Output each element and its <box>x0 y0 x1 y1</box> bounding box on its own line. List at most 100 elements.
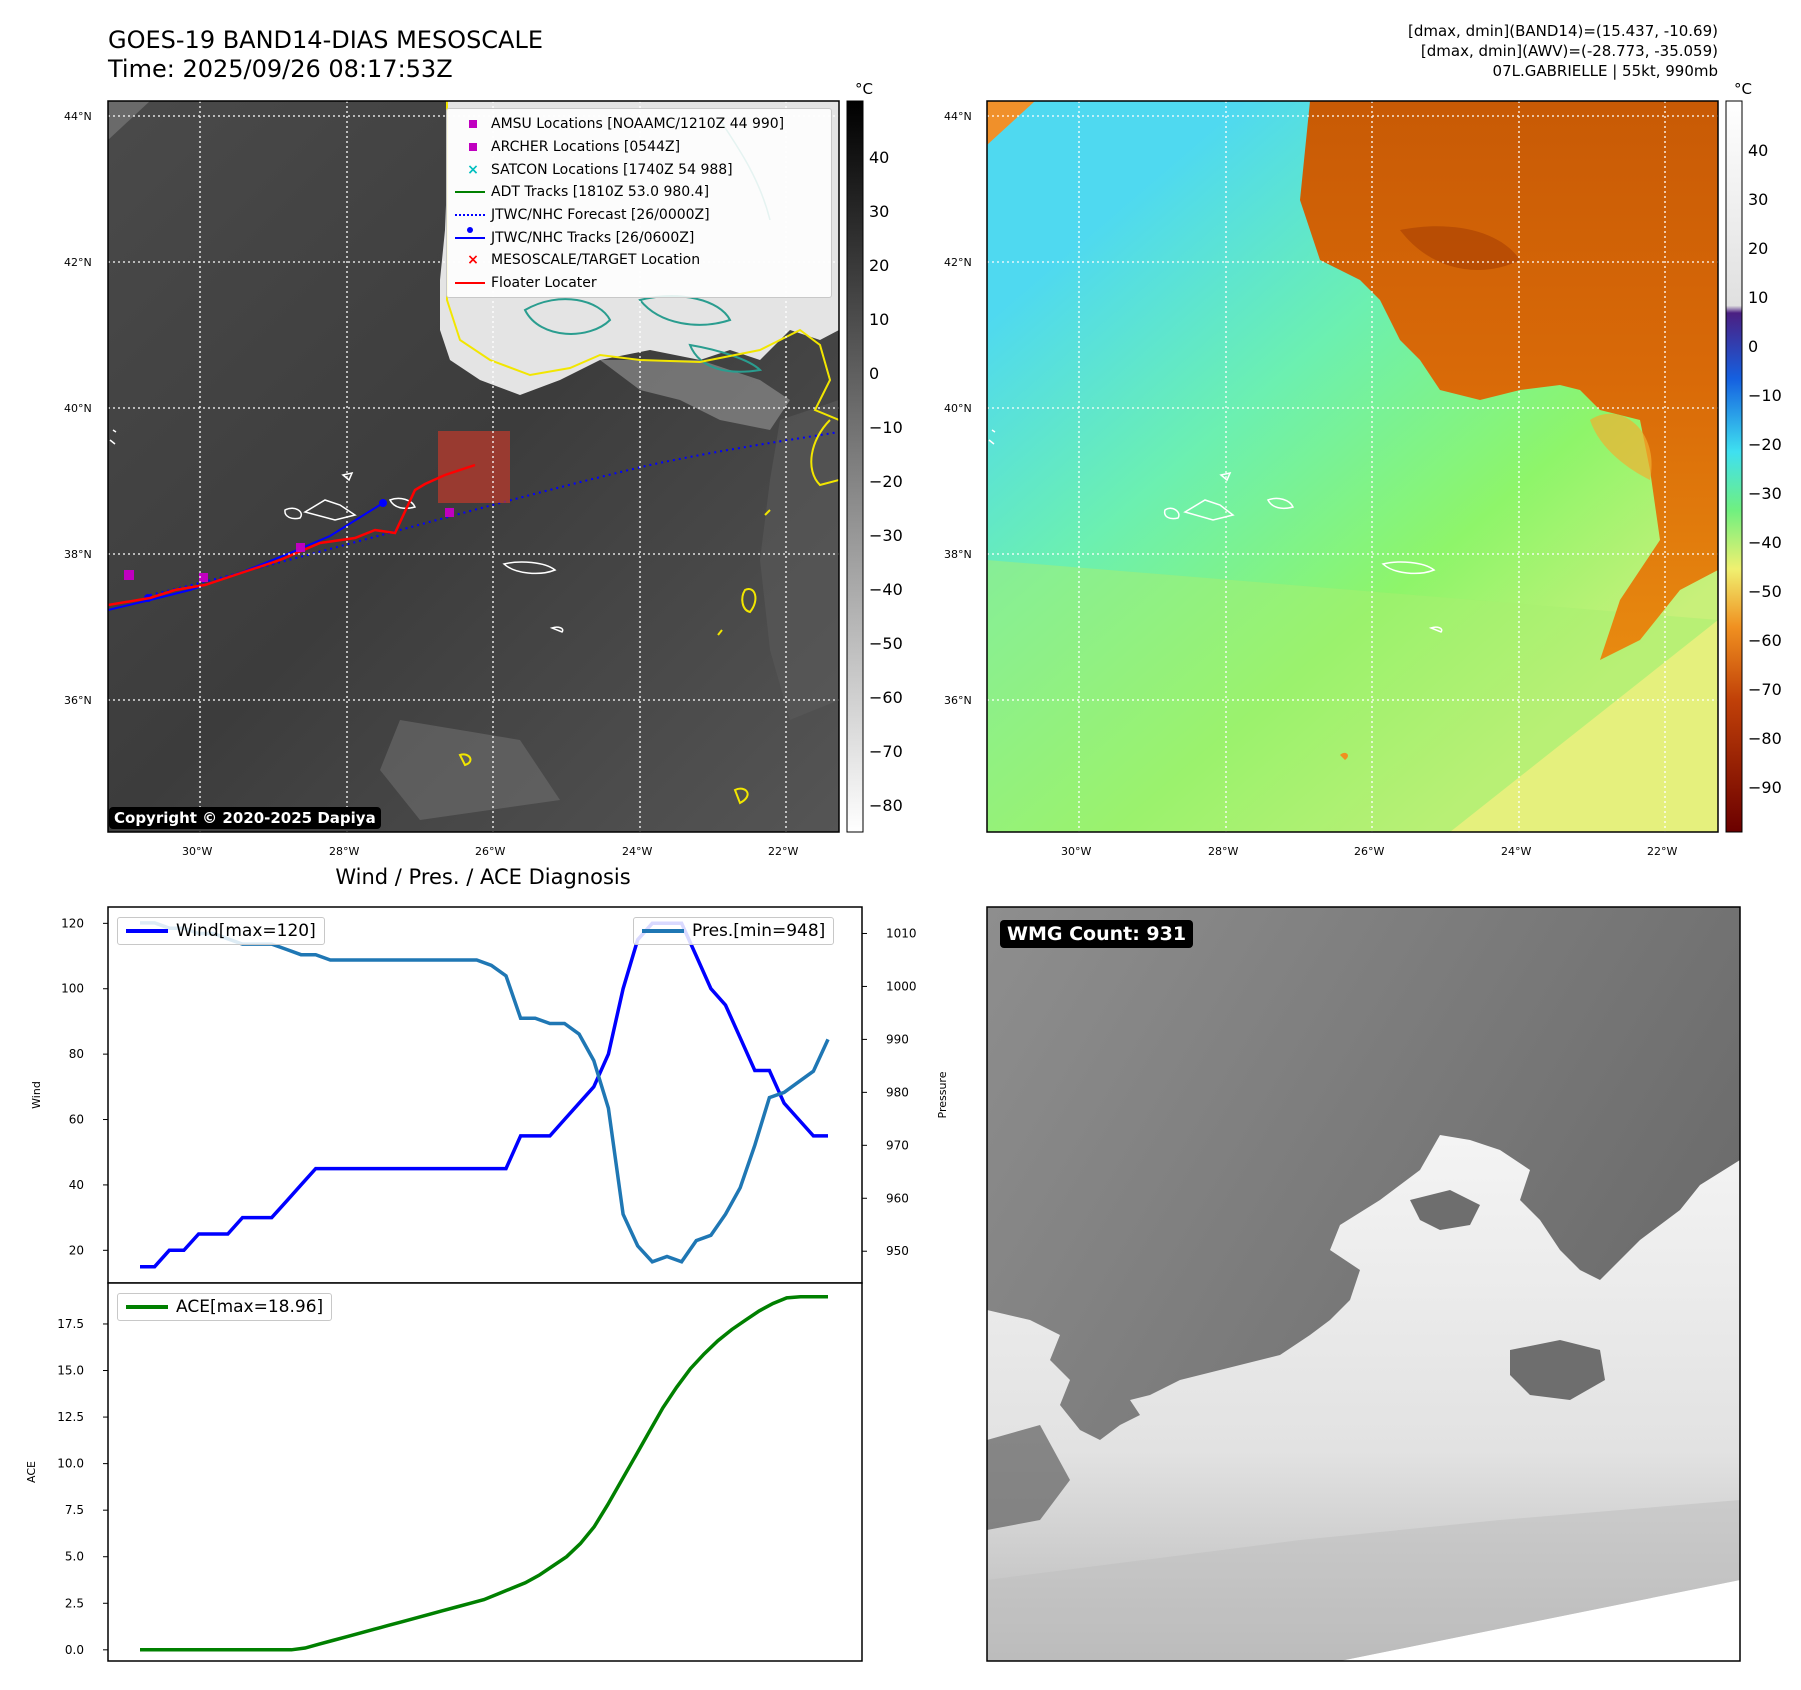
amsu-marker <box>124 570 134 580</box>
ir-legend: AMSU Locations [NOAAMC/1210Z 44 990] ARC… <box>446 108 832 298</box>
ace-legend-swatch <box>126 1305 168 1309</box>
ir-colorbar-tick: 10 <box>869 310 890 329</box>
wv-lon-label: 26°W <box>1354 845 1385 858</box>
wv-colorbar-tick: −10 <box>1748 386 1782 405</box>
ace-ylabel: ACE <box>25 1461 38 1483</box>
ir-lat-label: 42°N <box>64 256 92 269</box>
wv-colorbar-tick: 20 <box>1748 239 1769 258</box>
wind-tick-label: 100 <box>61 982 84 996</box>
wv-image <box>987 101 1718 832</box>
wv-colorbar-tick: 30 <box>1748 190 1769 209</box>
archer-marker <box>296 543 305 552</box>
wind-tick-label: 60 <box>69 1113 84 1127</box>
pressure-legend-label: Pres.[min=948] <box>692 921 826 941</box>
diagnosis-charts: 20 40 60 80 100 120 950 960 970 980 990 1000 1010 0.… <box>25 906 949 1662</box>
info-awv: [dmax, dmin](AWV)=(-28.773, -35.059) <box>1420 42 1718 60</box>
ir-lon-label: 28°W <box>329 845 360 858</box>
legend-mesoscale: × MESOSCALE/TARGET Location <box>467 252 701 269</box>
legend-entries: AMSU Locations [NOAAMC/1210Z 44 990] ARC… <box>455 113 784 295</box>
wind-series-line <box>140 921 828 1269</box>
ir-colorbar-tick: −50 <box>869 634 903 653</box>
wv-panel <box>986 100 1743 833</box>
wv-colorbar-tick: −60 <box>1748 631 1782 650</box>
wv-colorbar-tick: 10 <box>1748 288 1769 307</box>
track-point <box>379 499 387 507</box>
wmg-count-badge: WMG Count: 931 <box>1000 920 1194 948</box>
wind-tick-label: 40 <box>69 1178 84 1192</box>
ir-lat-label: 40°N <box>64 402 92 415</box>
wv-lat-label: 38°N <box>944 548 972 561</box>
ir-lon-label: 24°W <box>622 845 653 858</box>
mesoscale-target-box <box>438 431 510 503</box>
ir-colorbar-tick: −60 <box>869 688 903 707</box>
ir-lat-label: 44°N <box>64 110 92 123</box>
wv-colorbar-tick: −80 <box>1748 729 1782 748</box>
ir-colorbar-unit: °C <box>855 80 873 98</box>
archer-marker <box>445 508 454 517</box>
pressure-legend: Pres.[min=948] <box>633 917 835 945</box>
ace-tick-label: 2.5 <box>65 1596 84 1610</box>
wv-colorbar-tick: −40 <box>1748 533 1782 552</box>
wmg-image <box>987 907 1740 1661</box>
archer-marker <box>199 573 208 582</box>
ir-colorbar-tick: −80 <box>869 796 903 815</box>
ace-legend-label: ACE[max=18.96] <box>176 1297 324 1317</box>
wv-colorbar <box>1725 100 1743 833</box>
wind-ylabel: Wind <box>30 1081 43 1109</box>
wv-colorbar-tick: −90 <box>1748 778 1782 797</box>
legend-archer: ARCHER Locations [0544Z] <box>455 136 784 159</box>
pressure-tick-label: 1010 <box>886 926 917 940</box>
wv-colorbar-tick: −20 <box>1748 435 1782 454</box>
legend-adt: ADT Tracks [1810Z 53.0 980.4] <box>455 181 784 204</box>
pressure-tick-label: 950 <box>886 1244 909 1258</box>
ir-lon-label: 26°W <box>475 845 506 858</box>
pressure-tick-label: 990 <box>886 1032 909 1046</box>
ir-lat-label: 38°N <box>64 548 92 561</box>
time-label: Time: 2025/09/26 08:17:53Z <box>108 55 453 83</box>
wv-colorbar-unit: °C <box>1734 80 1752 98</box>
ir-lat-label: 36°N <box>64 694 92 707</box>
ace-tick-label: 10.0 <box>57 1457 84 1471</box>
legend-satcon: × SATCON Locations [1740Z 54 988] <box>467 161 733 178</box>
wmg-panel <box>986 906 1741 1662</box>
wv-colorbar-tick: 40 <box>1748 141 1769 160</box>
ir-lon-label: 30°W <box>182 845 213 858</box>
wind-legend-swatch <box>126 929 168 933</box>
ir-colorbar-tick: −10 <box>869 418 903 437</box>
wv-lat-label: 42°N <box>944 256 972 269</box>
copyright-badge: Copyright © 2020-2025 Dapiya <box>109 807 381 829</box>
wind-legend-label: Wind[max=120] <box>176 921 316 941</box>
ace-tick-label: 15.0 <box>57 1364 84 1378</box>
pressure-tick-label: 1000 <box>886 979 917 993</box>
wind-tick-label: 80 <box>69 1047 84 1061</box>
ir-lon-label: 22°W <box>768 845 799 858</box>
ir-colorbar-tick: 0 <box>869 364 880 383</box>
wv-lon-label: 28°W <box>1208 845 1239 858</box>
wv-lon-label: 22°W <box>1647 845 1678 858</box>
ir-colorbar-tick: −30 <box>869 526 903 545</box>
pressure-tick-label: 970 <box>886 1138 909 1152</box>
pressure-ylabel: Pressure <box>936 1071 949 1118</box>
ace-legend: ACE[max=18.96] <box>117 1293 333 1321</box>
wind-tick-label: 120 <box>61 916 84 930</box>
ace-tick-label: 17.5 <box>57 1317 84 1331</box>
pressure-tick-label: 980 <box>886 1085 909 1099</box>
ace-tick-label: 12.5 <box>57 1410 84 1424</box>
wind-legend: Wind[max=120] <box>117 917 325 945</box>
ir-colorbar <box>846 100 864 833</box>
wv-lat-label: 44°N <box>944 110 972 123</box>
legend-forecast: JTWC/NHC Forecast [26/0000Z] <box>455 204 784 227</box>
wv-colorbar-tick: −50 <box>1748 582 1782 601</box>
ace-tick-label: 0.0 <box>65 1643 84 1657</box>
diagnosis-title: Wind / Pres. / ACE Diagnosis <box>335 865 631 889</box>
legend-floater: Floater Locater <box>455 272 784 295</box>
wv-colorbar-tick: 0 <box>1748 337 1759 356</box>
ace-tick-label: 5.0 <box>65 1550 84 1564</box>
main-title: GOES-19 BAND14-DIAS MESOSCALE <box>108 26 544 54</box>
wv-gridlines <box>987 101 1718 832</box>
legend-amsu: AMSU Locations [NOAAMC/1210Z 44 990] <box>455 113 784 136</box>
legend-tracks: JTWC/NHC Tracks [26/0600Z] <box>455 226 784 249</box>
ir-colorbar-tick: −40 <box>869 580 903 599</box>
wv-lon-label: 30°W <box>1061 845 1092 858</box>
wv-colorbar-tick: −70 <box>1748 680 1782 699</box>
